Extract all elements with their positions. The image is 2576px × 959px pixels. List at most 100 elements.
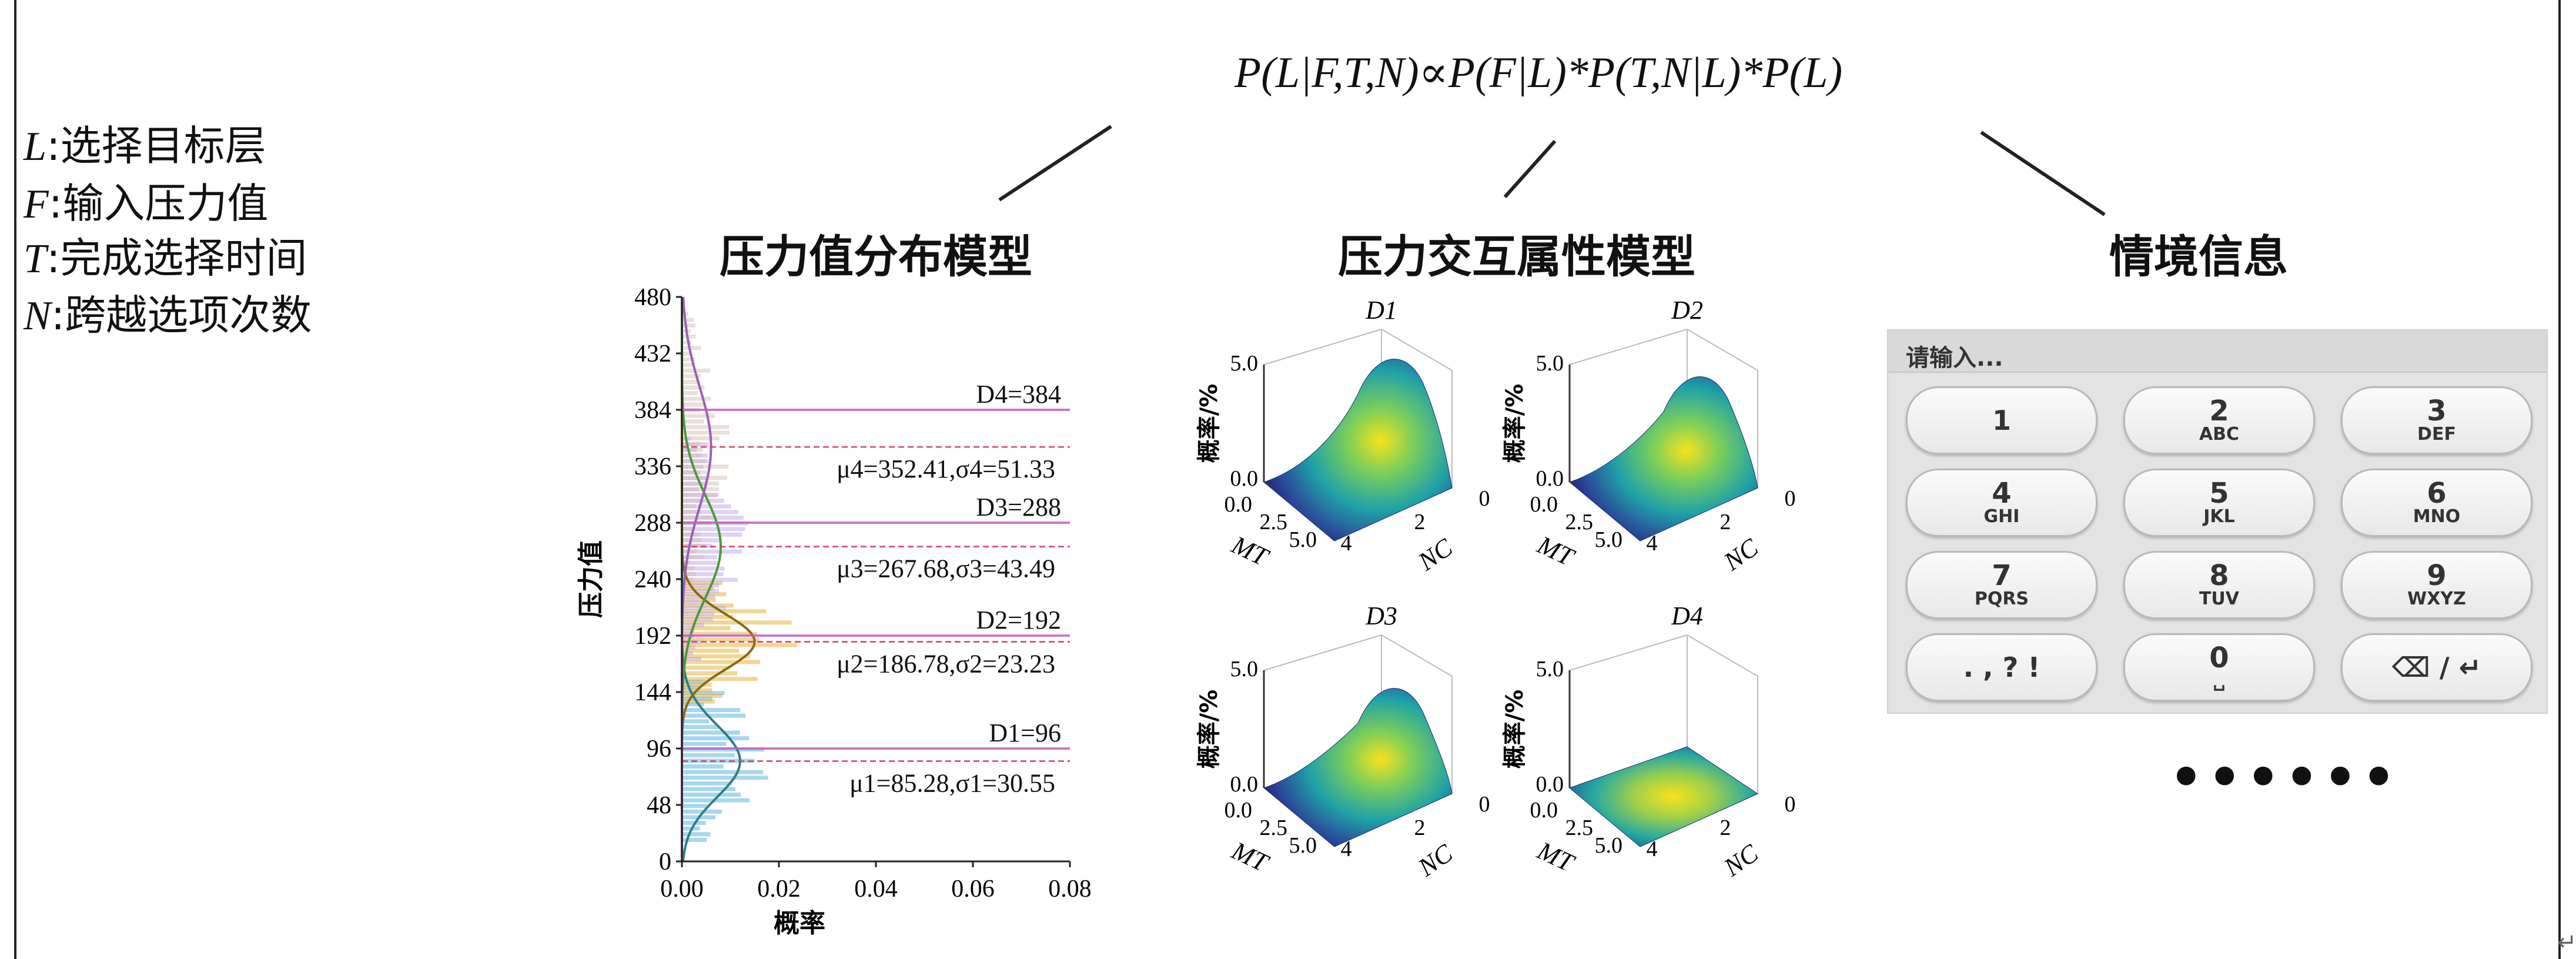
histogram-bar bbox=[682, 470, 701, 475]
histogram-bar bbox=[682, 543, 713, 548]
histogram-bar bbox=[682, 680, 705, 684]
histogram-bar bbox=[682, 493, 719, 497]
z-tick-label: 0.0 bbox=[1230, 466, 1259, 491]
histogram-bar bbox=[682, 798, 750, 803]
y-tick-label: 96 bbox=[647, 736, 671, 763]
histogram-bar bbox=[682, 597, 716, 602]
histogram-bar bbox=[682, 724, 719, 729]
pressure-dist-title: 压力值分布模型 bbox=[720, 230, 1032, 283]
key-letters: GHI bbox=[1983, 506, 2020, 527]
z-tick-label: 0.0 bbox=[1536, 772, 1564, 797]
histogram-bar bbox=[682, 340, 692, 345]
histogram-bar bbox=[682, 617, 713, 621]
nc-axis-label: NC bbox=[1413, 533, 1458, 577]
box-edge bbox=[1569, 329, 1688, 365]
histogram-bar bbox=[682, 357, 695, 362]
histogram-bar bbox=[682, 318, 694, 322]
d-label: D4=384 bbox=[976, 380, 1061, 409]
keypad-key-2[interactable]: 2 ABC bbox=[2123, 386, 2315, 455]
keypad-input-field[interactable]: 请输入... bbox=[1888, 330, 2547, 373]
histogram-bar bbox=[682, 656, 701, 661]
key-letters: PQRS bbox=[1974, 589, 2029, 609]
key-letters: DEF bbox=[2417, 424, 2456, 445]
histogram-bar bbox=[682, 730, 740, 735]
histogram-bar bbox=[682, 708, 741, 713]
histogram-bar bbox=[682, 572, 724, 576]
histogram-bar bbox=[682, 442, 701, 446]
mt-tick-label: 5.0 bbox=[1289, 833, 1317, 858]
x-tick-label: 0.04 bbox=[854, 876, 898, 903]
histogram-bar bbox=[682, 764, 724, 769]
z-tick-label: 5.0 bbox=[1230, 351, 1259, 376]
histogram-bar bbox=[682, 699, 715, 704]
mt-tick-label: 2.5 bbox=[1260, 816, 1288, 840]
key-letters: WXYZ bbox=[2407, 589, 2466, 609]
histogram-bar bbox=[682, 413, 715, 418]
mt-tick-label: 5.0 bbox=[1595, 527, 1623, 552]
histogram-bar bbox=[682, 837, 707, 842]
histogram-bar bbox=[682, 459, 706, 463]
key-letters: JKL bbox=[2203, 506, 2235, 527]
histogram-bar bbox=[682, 459, 709, 463]
histogram-bar bbox=[682, 430, 730, 435]
surface-plot-title: D4 bbox=[1671, 602, 1703, 630]
histogram-bar bbox=[682, 677, 758, 681]
histogram-bar bbox=[682, 583, 720, 588]
y-tick-label: 240 bbox=[634, 566, 671, 593]
surface-mesh bbox=[1568, 376, 1758, 542]
histogram-bar bbox=[682, 719, 709, 724]
keypad-key-4[interactable]: 4 GHI bbox=[1906, 469, 2097, 537]
key-digit: 6 bbox=[2427, 477, 2447, 510]
d-label: D3=288 bbox=[976, 493, 1061, 522]
histogram-bar bbox=[682, 631, 757, 636]
keypad-key-5[interactable]: 5 JKL bbox=[2123, 469, 2315, 537]
keypad-key-6[interactable]: 6 MNO bbox=[2341, 469, 2532, 537]
y-tick-label: 480 bbox=[634, 284, 671, 311]
keypad-key-3[interactable]: 3 DEF bbox=[2341, 386, 2532, 455]
histogram-bar bbox=[682, 696, 712, 701]
histogram-bar bbox=[682, 643, 797, 647]
y-tick-label: 0 bbox=[659, 848, 671, 876]
histogram-bar bbox=[682, 626, 731, 630]
connector-line-left bbox=[998, 125, 1112, 202]
surface-mesh bbox=[1569, 746, 1759, 847]
histogram-bar bbox=[682, 527, 745, 532]
histogram-bar bbox=[682, 685, 701, 690]
histogram-bar bbox=[682, 436, 720, 441]
box-edge bbox=[1569, 634, 1688, 671]
surface-plots: D15.00.0概率/%0.02.55.0MT 420NCD25.00.0概率/%… bbox=[1196, 296, 1796, 883]
histogram-bar bbox=[682, 554, 705, 559]
histogram-bar bbox=[682, 781, 732, 786]
mt-axis-label: MT bbox=[1227, 530, 1274, 572]
keypad-key-10[interactable]: . , ? ! bbox=[1906, 633, 2097, 701]
histogram-bar bbox=[682, 363, 695, 367]
histogram-bar bbox=[682, 671, 738, 676]
keypad-key-8[interactable]: 8 TUV bbox=[2123, 551, 2315, 619]
keypad-key-12[interactable]: ⌫ / ↵ bbox=[2341, 633, 2532, 701]
key-letters: TUV bbox=[2199, 589, 2240, 609]
mu-sigma-label: μ1=85.28,σ1=30.55 bbox=[849, 768, 1055, 797]
nc-tick-label: 4 bbox=[1341, 837, 1352, 861]
y-tick-label: 336 bbox=[634, 453, 671, 480]
d-label: D2=192 bbox=[976, 606, 1061, 634]
mt-tick-label: 2.5 bbox=[1565, 510, 1594, 534]
keypad-key-1[interactable]: 1 bbox=[1906, 386, 2097, 455]
key-digit: 8 bbox=[2209, 559, 2229, 592]
keypad-key-11[interactable]: 0 ␣ bbox=[2123, 633, 2315, 701]
mt-axis-label: MT bbox=[1533, 836, 1580, 878]
y-tick-label: 288 bbox=[634, 510, 671, 537]
histogram-bar bbox=[682, 323, 695, 328]
mt-tick-label: 0.0 bbox=[1530, 492, 1558, 517]
histogram-bar bbox=[682, 586, 714, 591]
y-tick-label: 144 bbox=[634, 679, 671, 706]
y-axis-label: 压力值 bbox=[576, 540, 606, 618]
keypad-key-7[interactable]: 7 PQRS bbox=[1906, 551, 2097, 619]
keypad-key-9[interactable]: 9 WXYZ bbox=[2341, 551, 2532, 619]
key-digit: 4 bbox=[1992, 477, 2012, 510]
histogram-bar bbox=[682, 702, 704, 707]
histogram-bar bbox=[682, 770, 764, 774]
histogram-bar bbox=[682, 391, 698, 396]
interaction-model-title: 压力交互属性模型 bbox=[1338, 230, 1695, 283]
histogram-bar bbox=[682, 649, 740, 653]
z-tick-label: 0.0 bbox=[1536, 466, 1564, 491]
